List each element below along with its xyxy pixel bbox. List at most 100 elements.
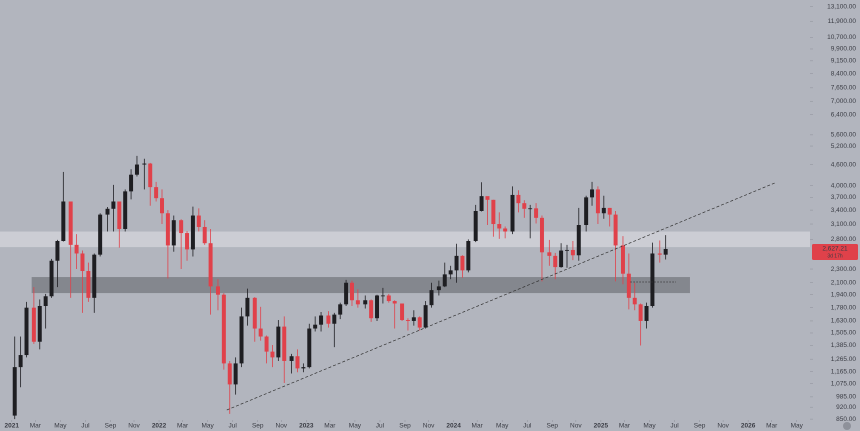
candle-body bbox=[375, 295, 380, 319]
candle-body bbox=[61, 201, 66, 242]
candle-body bbox=[307, 328, 312, 368]
y-tick-label: 985.00 bbox=[836, 394, 856, 401]
candle-body bbox=[49, 260, 54, 297]
candle-body bbox=[111, 201, 116, 209]
candle-body bbox=[202, 226, 207, 244]
candle-body bbox=[547, 252, 552, 256]
last-price-box bbox=[812, 243, 858, 260]
candle-body bbox=[171, 220, 176, 246]
candle-body bbox=[503, 228, 508, 232]
candle-body bbox=[332, 314, 337, 324]
candle-body bbox=[473, 210, 478, 242]
candle-body bbox=[142, 163, 147, 165]
candle-body bbox=[258, 328, 263, 337]
candle-body bbox=[491, 199, 496, 225]
candle-body bbox=[663, 248, 668, 255]
candle-body bbox=[105, 208, 110, 215]
candle-body bbox=[282, 326, 287, 361]
x-tick-label: May bbox=[496, 423, 509, 430]
last-price-label: 2,627.21 bbox=[822, 246, 848, 253]
candle-body bbox=[326, 315, 331, 324]
candle-body bbox=[92, 254, 97, 298]
candle-body bbox=[626, 273, 631, 298]
candle-body bbox=[559, 250, 564, 268]
y-tick-label: 5,600.00 bbox=[831, 132, 857, 139]
x-tick-label: Mar bbox=[30, 423, 42, 430]
settings-icon[interactable] bbox=[843, 422, 851, 430]
candle-body bbox=[657, 253, 662, 255]
candle-body bbox=[411, 317, 416, 321]
x-tick-label: Nov bbox=[717, 423, 729, 430]
candle-body bbox=[448, 270, 453, 275]
candle-body bbox=[601, 207, 606, 214]
candle-body bbox=[466, 241, 471, 271]
candle-body bbox=[632, 297, 637, 305]
y-tick-label: 9,150.00 bbox=[831, 58, 857, 65]
candle-body bbox=[252, 297, 257, 329]
candle-body bbox=[117, 201, 122, 229]
y-tick-label: 9,900.00 bbox=[831, 46, 857, 53]
candle-body bbox=[620, 245, 625, 274]
x-tick-label: Sep bbox=[399, 423, 411, 430]
candle-body bbox=[37, 305, 42, 342]
candle-body bbox=[179, 220, 184, 234]
candle-body bbox=[355, 300, 360, 305]
y-tick-label: 3,100.00 bbox=[831, 221, 857, 228]
candle-body bbox=[565, 249, 569, 251]
candle-body bbox=[239, 316, 244, 364]
candle-body bbox=[497, 224, 502, 229]
x-tick-label: Sep bbox=[694, 423, 706, 430]
candle-body bbox=[534, 208, 539, 218]
candle-body bbox=[43, 296, 48, 306]
x-tick-label: Nov bbox=[276, 423, 288, 430]
candle-body bbox=[595, 189, 600, 214]
candle-body bbox=[644, 305, 649, 321]
candle-body bbox=[295, 356, 300, 369]
candle-body bbox=[570, 249, 575, 256]
candle-body bbox=[160, 198, 164, 214]
candle-body bbox=[227, 363, 232, 385]
y-tick-label: 1,385.00 bbox=[831, 342, 857, 349]
candle-body bbox=[417, 317, 422, 328]
x-tick-label: May bbox=[349, 423, 362, 430]
candle-body bbox=[24, 307, 29, 356]
candle-body bbox=[553, 255, 558, 268]
y-tick-label: 4,000.00 bbox=[831, 182, 857, 189]
y-tick-label: 1,165.00 bbox=[831, 368, 857, 375]
candle-body bbox=[233, 363, 238, 385]
candle-body bbox=[650, 253, 655, 306]
candle-body bbox=[68, 201, 73, 245]
candle-body bbox=[528, 208, 533, 210]
candle-body bbox=[196, 215, 201, 227]
x-tick-label: 2026 bbox=[741, 423, 756, 430]
candle-body bbox=[86, 271, 91, 298]
candle-body bbox=[460, 255, 465, 271]
candle-body bbox=[349, 282, 354, 301]
candle-body bbox=[154, 187, 159, 199]
candle-body bbox=[221, 294, 226, 364]
candle-body bbox=[380, 295, 385, 297]
candle-body bbox=[313, 324, 318, 329]
x-tick-label: Nov bbox=[423, 423, 435, 430]
candle-body bbox=[338, 304, 343, 315]
candle-body bbox=[613, 214, 618, 246]
x-tick-label: 2022 bbox=[152, 423, 167, 430]
candle-body bbox=[264, 336, 269, 352]
plot-area bbox=[0, 155, 810, 420]
candle-body bbox=[276, 326, 281, 358]
candle-body bbox=[208, 243, 213, 287]
x-tick-label: Nov bbox=[128, 423, 140, 430]
y-tick-label: 13,100.00 bbox=[827, 3, 856, 10]
candle-body bbox=[386, 295, 391, 302]
x-tick-label: Jul bbox=[376, 423, 385, 430]
candle-body bbox=[429, 290, 434, 306]
y-tick-label: 1,780.00 bbox=[831, 304, 857, 311]
candle-body bbox=[31, 307, 36, 342]
y-tick-label: 1,940.00 bbox=[831, 291, 857, 298]
y-tick-label: 4,600.00 bbox=[831, 161, 857, 168]
y-tick-label: 3,400.00 bbox=[831, 207, 857, 214]
x-tick-label: May bbox=[643, 423, 656, 430]
candle-body bbox=[215, 286, 220, 295]
